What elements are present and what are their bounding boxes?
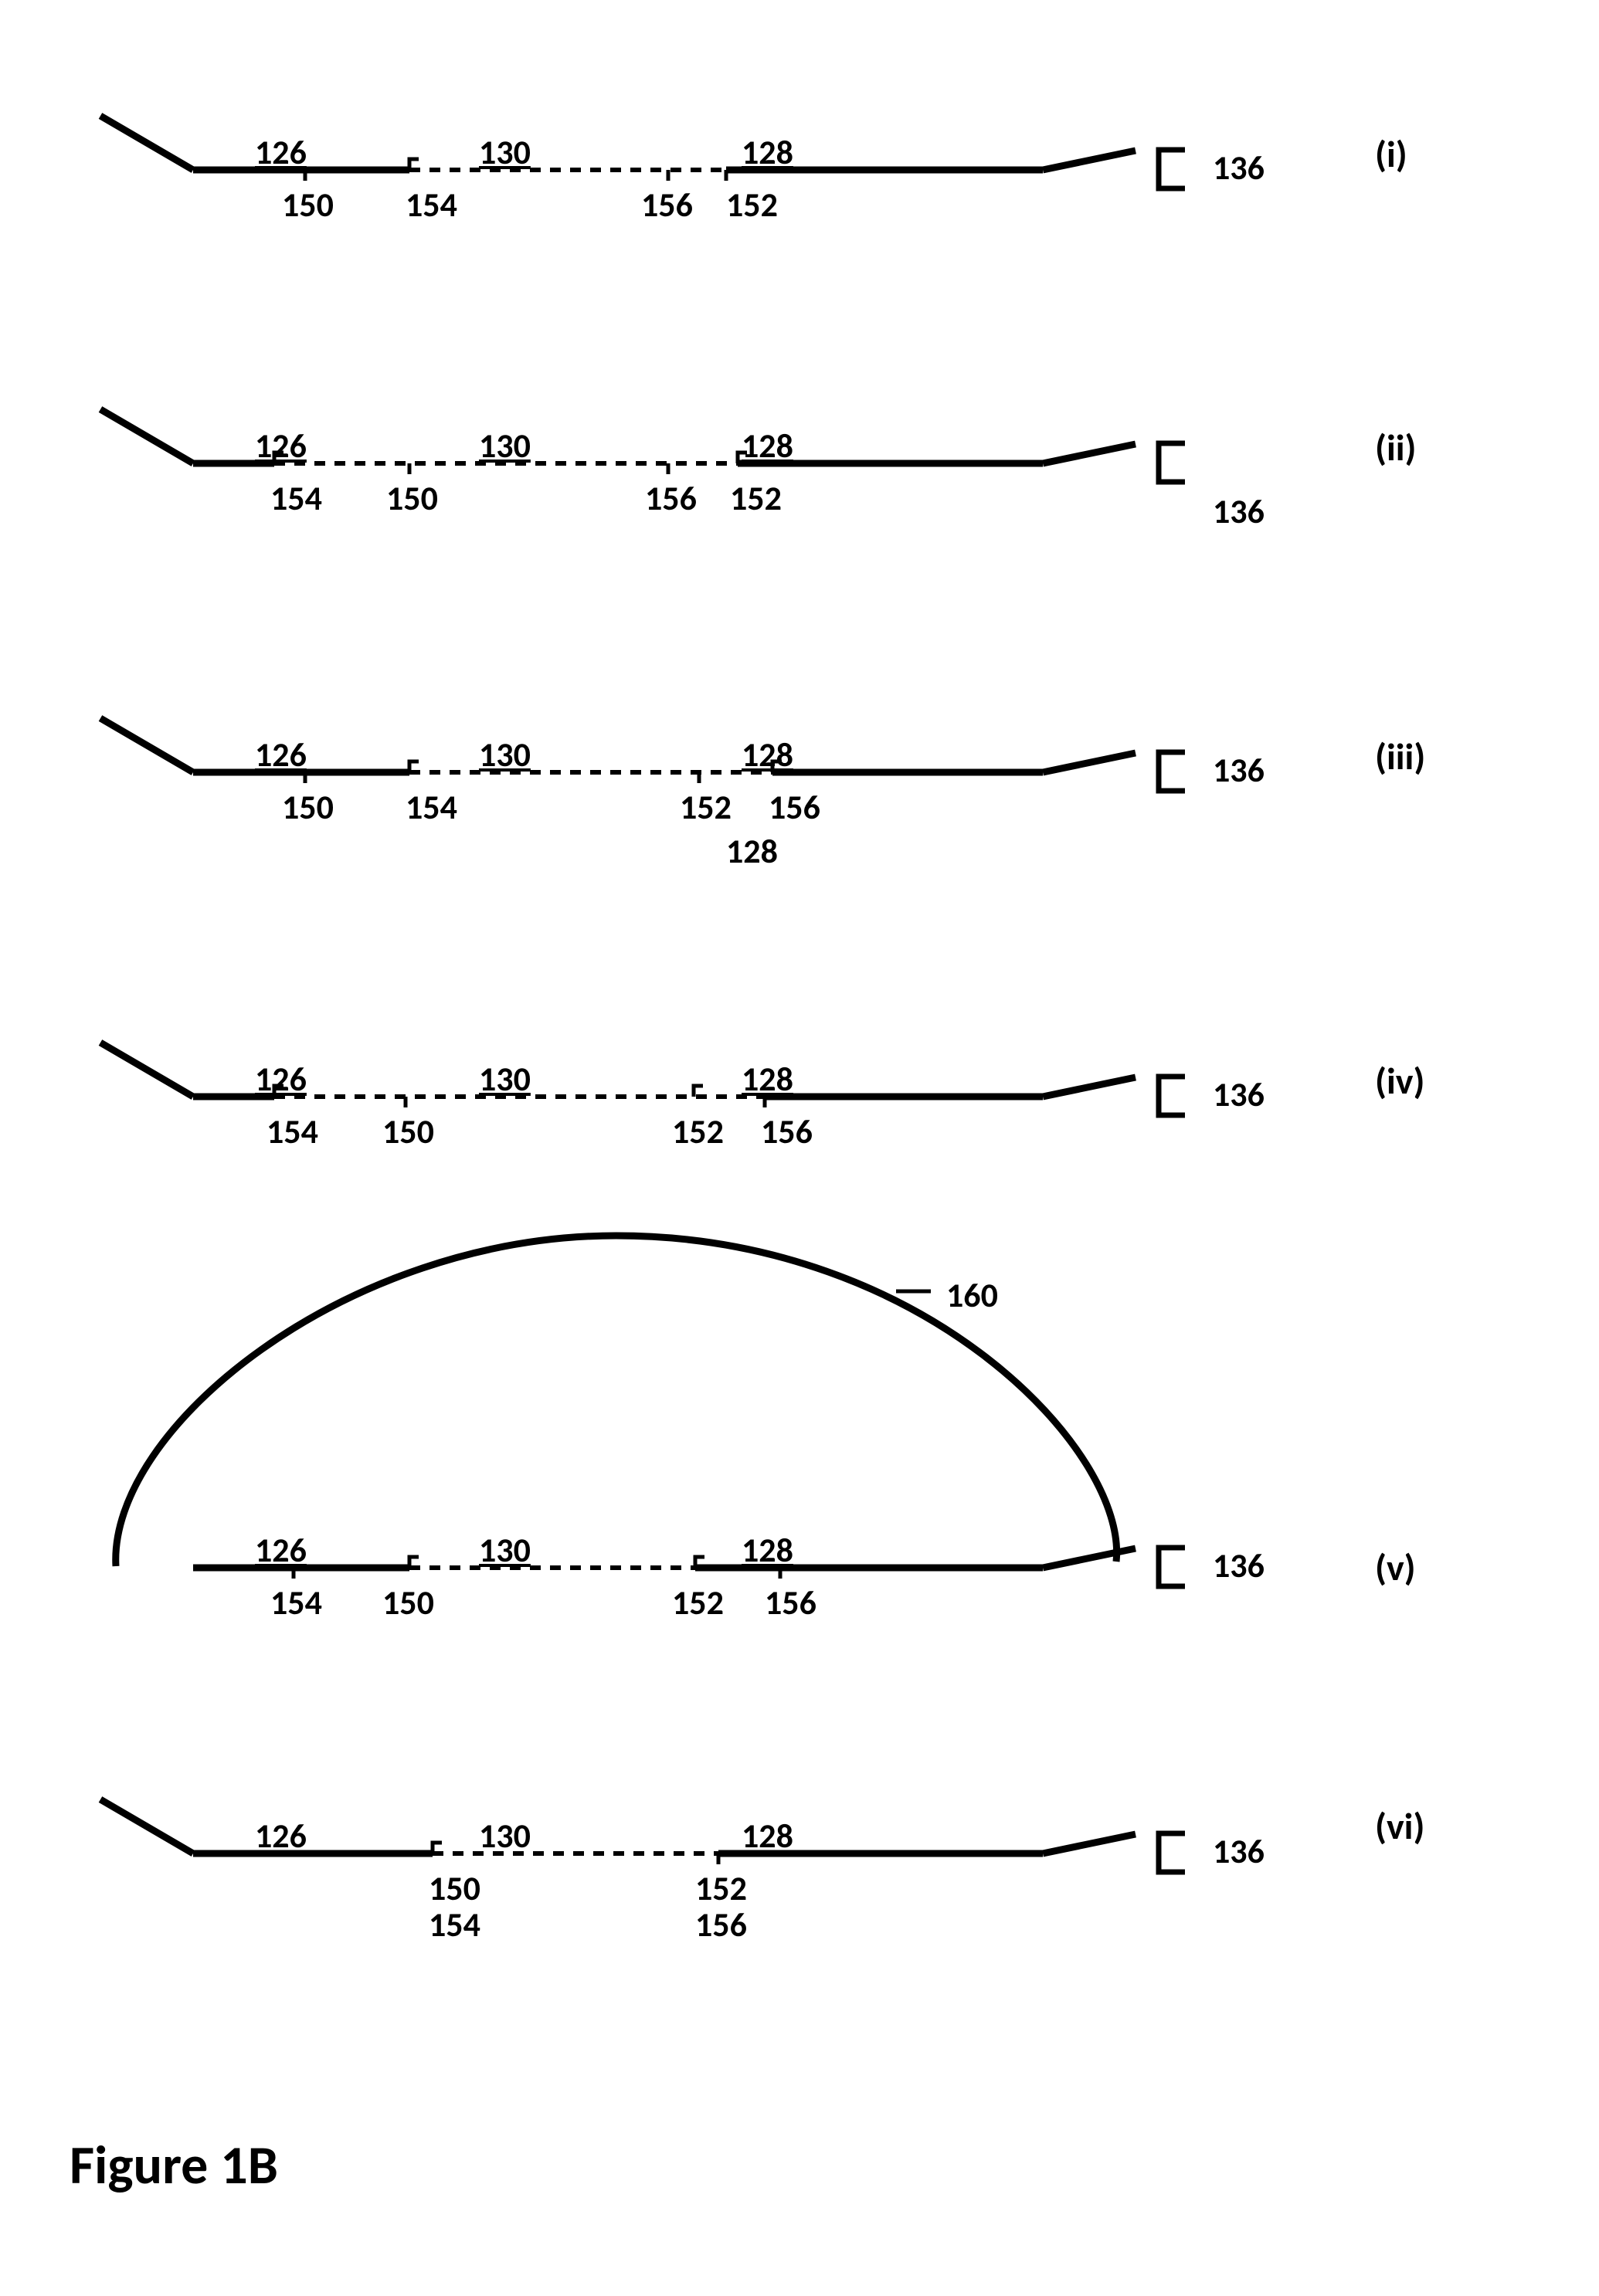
- reference-label: 154: [406, 786, 457, 828]
- reference-label: 154: [429, 1904, 480, 1945]
- reference-label: 156: [761, 1111, 813, 1152]
- reference-label: 136: [1213, 749, 1265, 791]
- reference-label: 152: [695, 1867, 747, 1909]
- reference-label: 128: [742, 734, 793, 775]
- reference-label: 152: [730, 477, 782, 519]
- reference-label: 128: [742, 425, 793, 466]
- panel-label: (iii): [1375, 734, 1425, 779]
- reference-label: 136: [1213, 1830, 1265, 1872]
- reference-label: 150: [429, 1867, 480, 1909]
- reference-label: 154: [406, 184, 457, 226]
- reference-label: 156: [769, 786, 820, 828]
- reference-label: 150: [282, 184, 334, 226]
- reference-label: 130: [479, 1815, 531, 1857]
- panel-label: (ii): [1375, 425, 1416, 470]
- reference-label: 128: [726, 830, 778, 872]
- reference-label: 130: [479, 734, 531, 775]
- reference-label: 152: [680, 786, 732, 828]
- reference-label: 150: [386, 477, 438, 519]
- reference-label: 152: [726, 184, 778, 226]
- reference-label: 150: [382, 1582, 434, 1623]
- reference-label: 128: [742, 1058, 793, 1100]
- reference-label: 152: [672, 1582, 724, 1623]
- reference-label: 154: [270, 477, 322, 519]
- reference-label: 156: [641, 184, 693, 226]
- reference-label: 136: [1213, 1073, 1265, 1115]
- reference-label: 156: [645, 477, 697, 519]
- reference-label: 154: [266, 1111, 318, 1152]
- reference-label: 130: [479, 1058, 531, 1100]
- reference-label: 130: [479, 1529, 531, 1571]
- panel-label: (v): [1375, 1545, 1416, 1590]
- reference-label: 136: [1213, 1545, 1265, 1586]
- reference-label: 126: [255, 1815, 307, 1857]
- reference-label: 156: [765, 1582, 816, 1623]
- reference-label: 136: [1213, 490, 1265, 532]
- reference-label: 126: [255, 1529, 307, 1571]
- reference-label: 154: [270, 1582, 322, 1623]
- reference-label: 126: [255, 131, 307, 173]
- reference-label: 126: [255, 734, 307, 775]
- reference-label: 150: [382, 1111, 434, 1152]
- figure-title: Figure 1B: [70, 2132, 278, 2198]
- reference-label: 126: [255, 425, 307, 466]
- reference-label: 152: [672, 1111, 724, 1152]
- reference-label: 130: [479, 131, 531, 173]
- reference-label: 136: [1213, 147, 1265, 188]
- reference-label: 150: [282, 786, 334, 828]
- panel-label: (vi): [1375, 1803, 1424, 1849]
- reference-label: 128: [742, 1815, 793, 1857]
- panel-label: (i): [1375, 131, 1407, 177]
- panel-label: (iv): [1375, 1058, 1424, 1104]
- reference-label: 126: [255, 1058, 307, 1100]
- reference-label: 160: [946, 1274, 998, 1316]
- reference-label: 130: [479, 425, 531, 466]
- reference-label: 128: [742, 131, 793, 173]
- reference-label: 156: [695, 1904, 747, 1945]
- reference-label: 128: [742, 1529, 793, 1571]
